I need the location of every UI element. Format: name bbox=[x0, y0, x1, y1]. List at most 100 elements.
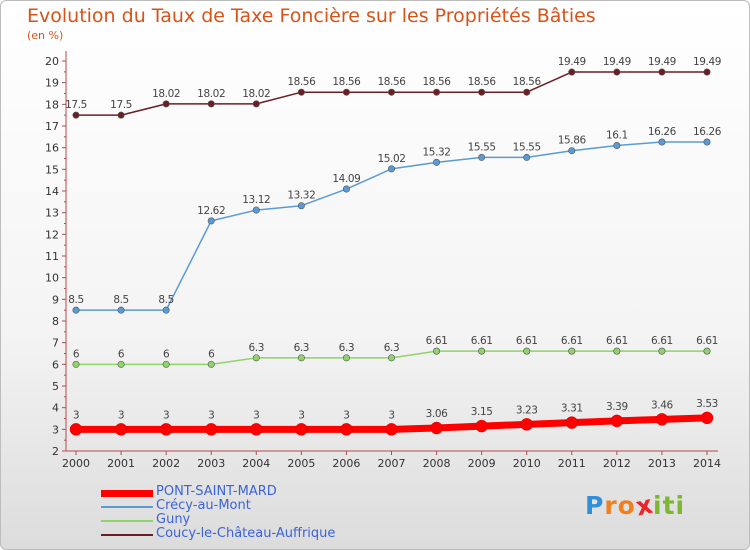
data-label-crecy-au-mont: 16.26 bbox=[648, 126, 677, 138]
data-point-pont-saint-mard bbox=[159, 423, 173, 436]
data-label-coucy-le-chateau-auffrique: 18.56 bbox=[468, 76, 497, 88]
x-tick-label: 2000 bbox=[62, 457, 90, 470]
data-point-coucy-le-chateau-auffrique bbox=[613, 68, 621, 76]
data-label-crecy-au-mont: 16.26 bbox=[693, 126, 722, 138]
data-label-guny: 6 bbox=[73, 348, 80, 360]
data-label-coucy-le-chateau-auffrique: 18.56 bbox=[287, 76, 316, 88]
data-label-pont-saint-mard: 3 bbox=[118, 409, 124, 421]
legend-label: Coucy-le-Château-Auffrique bbox=[156, 526, 336, 541]
x-tick-label: 2009 bbox=[468, 457, 496, 470]
data-label-crecy-au-mont: 15.55 bbox=[513, 141, 541, 153]
x-tick-label: 2010 bbox=[513, 457, 541, 470]
data-point-guny bbox=[342, 354, 350, 362]
chart-title: Evolution du Taux de Taxe Foncière sur l… bbox=[27, 5, 596, 27]
data-label-pont-saint-mard: 3.31 bbox=[561, 403, 583, 415]
y-tick-label: 11 bbox=[45, 250, 59, 263]
data-label-pont-saint-mard: 3 bbox=[163, 409, 169, 421]
x-tick-label: 2002 bbox=[152, 457, 180, 470]
data-point-guny bbox=[703, 347, 711, 355]
data-point-pont-saint-mard bbox=[655, 413, 669, 426]
data-point-crecy-au-mont bbox=[523, 153, 531, 161]
data-point-crecy-au-mont bbox=[568, 147, 576, 155]
data-point-pont-saint-mard bbox=[430, 421, 443, 435]
data-point-guny bbox=[297, 354, 305, 362]
data-label-guny: 6.3 bbox=[294, 342, 310, 354]
y-tick-label: 8 bbox=[52, 315, 59, 328]
data-label-guny: 6.61 bbox=[516, 335, 538, 347]
data-label-pont-saint-mard: 3.15 bbox=[471, 406, 493, 418]
logo-letter: i bbox=[675, 491, 686, 520]
y-tick-label: 6 bbox=[52, 358, 59, 371]
data-point-coucy-le-chateau-auffrique bbox=[162, 100, 170, 108]
legend-swatch bbox=[101, 506, 153, 508]
x-tick-label: 2011 bbox=[558, 457, 586, 470]
data-point-coucy-le-chateau-auffrique bbox=[523, 88, 531, 96]
data-point-guny bbox=[478, 347, 486, 355]
data-point-coucy-le-chateau-auffrique bbox=[252, 100, 260, 108]
y-tick-label: 17 bbox=[45, 120, 59, 133]
data-point-guny bbox=[387, 354, 395, 362]
data-label-crecy-au-mont: 8.5 bbox=[158, 294, 174, 306]
x-tick-label: 2004 bbox=[242, 457, 270, 470]
data-point-pont-saint-mard bbox=[565, 416, 579, 429]
data-point-guny bbox=[613, 347, 621, 355]
y-tick-label: 14 bbox=[45, 185, 59, 198]
data-point-guny bbox=[568, 347, 576, 355]
x-tick-label: 2012 bbox=[603, 457, 631, 470]
data-point-coucy-le-chateau-auffrique bbox=[658, 68, 666, 76]
data-point-coucy-le-chateau-auffrique bbox=[342, 88, 350, 96]
data-point-coucy-le-chateau-auffrique bbox=[478, 88, 486, 96]
data-point-crecy-au-mont bbox=[658, 138, 666, 146]
data-label-guny: 6.61 bbox=[606, 335, 628, 347]
data-label-guny: 6.61 bbox=[696, 335, 718, 347]
logo-letter: i bbox=[653, 491, 663, 520]
data-point-crecy-au-mont bbox=[297, 202, 305, 210]
data-label-guny: 6.61 bbox=[471, 335, 493, 347]
y-tick-label: 16 bbox=[45, 142, 59, 155]
x-tick-label: 2008 bbox=[423, 457, 451, 470]
x-tick-label: 2001 bbox=[107, 457, 135, 470]
data-point-coucy-le-chateau-auffrique bbox=[72, 111, 80, 119]
data-label-guny: 6.61 bbox=[426, 335, 448, 347]
data-label-coucy-le-chateau-auffrique: 19.49 bbox=[558, 56, 586, 68]
data-point-coucy-le-chateau-auffrique bbox=[568, 68, 576, 76]
data-label-pont-saint-mard: 3 bbox=[388, 409, 394, 421]
data-label-coucy-le-chateau-auffrique: 18.56 bbox=[423, 76, 452, 88]
data-label-coucy-le-chateau-auffrique: 18.02 bbox=[152, 88, 180, 100]
data-point-crecy-au-mont bbox=[703, 138, 711, 146]
data-label-pont-saint-mard: 3 bbox=[343, 409, 349, 421]
data-point-coucy-le-chateau-auffrique bbox=[703, 68, 711, 76]
data-point-guny bbox=[72, 360, 80, 368]
data-label-crecy-au-mont: 13.32 bbox=[287, 190, 315, 202]
data-point-pont-saint-mard bbox=[204, 423, 218, 436]
y-tick-label: 3 bbox=[52, 423, 59, 436]
data-label-pont-saint-mard: 3 bbox=[298, 409, 304, 421]
data-point-crecy-au-mont bbox=[207, 217, 215, 225]
data-point-crecy-au-mont bbox=[478, 153, 486, 161]
data-point-crecy-au-mont bbox=[72, 306, 80, 314]
data-point-pont-saint-mard bbox=[385, 423, 398, 436]
logo-letter: o bbox=[617, 491, 636, 520]
data-label-crecy-au-mont: 16.1 bbox=[606, 130, 628, 142]
data-label-coucy-le-chateau-auffrique: 19.49 bbox=[693, 56, 721, 68]
data-label-crecy-au-mont: 15.55 bbox=[468, 141, 496, 153]
y-tick-label: 19 bbox=[45, 77, 59, 90]
data-point-crecy-au-mont bbox=[613, 142, 621, 150]
data-point-pont-saint-mard bbox=[250, 423, 263, 436]
data-point-pont-saint-mard bbox=[114, 423, 128, 436]
data-point-pont-saint-mard bbox=[475, 419, 488, 433]
data-label-crecy-au-mont: 15.02 bbox=[377, 153, 405, 165]
data-label-guny: 6.61 bbox=[651, 335, 673, 347]
data-label-coucy-le-chateau-auffrique: 17.5 bbox=[110, 99, 132, 111]
data-point-guny bbox=[523, 347, 531, 355]
data-point-pont-saint-mard bbox=[295, 423, 308, 436]
legend-swatch bbox=[101, 520, 153, 522]
data-label-crecy-au-mont: 8.5 bbox=[68, 294, 84, 306]
x-tick-label: 2014 bbox=[693, 457, 721, 470]
data-label-guny: 6.3 bbox=[384, 342, 400, 354]
data-point-pont-saint-mard bbox=[69, 423, 83, 436]
data-point-coucy-le-chateau-auffrique bbox=[433, 88, 441, 96]
unit-label: (en %) bbox=[27, 29, 64, 42]
